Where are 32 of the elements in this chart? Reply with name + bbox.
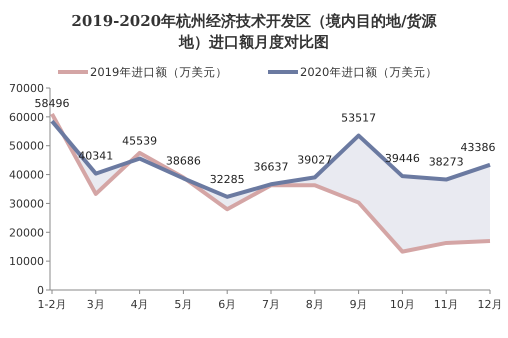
data-label: 36637	[254, 160, 288, 174]
x-tick-label: 1-2月	[38, 298, 66, 311]
y-tick-label: 60000	[9, 110, 44, 124]
data-label: 32285	[210, 172, 245, 186]
data-label: 38273	[428, 156, 464, 169]
x-tick-label: 8月	[306, 298, 324, 311]
data-label: 45539	[122, 134, 158, 148]
x-tick-label: 5月	[174, 298, 192, 311]
x-tick-label: 12月	[478, 298, 502, 311]
data-label: 39446	[384, 152, 420, 166]
data-label: 53517	[341, 112, 376, 125]
y-tick-label: 70000	[9, 82, 44, 95]
x-tick-label: 3月	[86, 298, 105, 311]
y-tick-label: 50000	[9, 140, 44, 153]
y-tick-label: 0	[37, 284, 44, 297]
x-tick-label: 7月	[262, 298, 280, 311]
x-tick-label: 10月	[390, 298, 415, 311]
data-label: 39027	[297, 153, 332, 166]
y-tick-label: 20000	[9, 226, 44, 240]
legend-label: 2020年进口额（万美元）	[300, 65, 438, 79]
x-tick-label: 9月	[350, 298, 368, 311]
data-label: 58496	[34, 97, 70, 110]
y-tick-label: 10000	[9, 255, 44, 268]
x-tick-label: 11月	[434, 298, 459, 311]
chart-title: 2019-2020年杭州经济技术开发区（境内目的地/货源地）进口额月度对比图	[71, 12, 438, 51]
legend-label: 2019年进口额（万美元）	[90, 65, 228, 79]
y-tick-label: 40000	[9, 168, 44, 182]
y-tick-label: 30000	[9, 197, 44, 210]
x-tick-label: 4月	[130, 298, 149, 311]
x-tick-label: 6月	[218, 298, 236, 311]
data-label: 43386	[460, 140, 496, 154]
data-label: 38686	[166, 154, 201, 168]
